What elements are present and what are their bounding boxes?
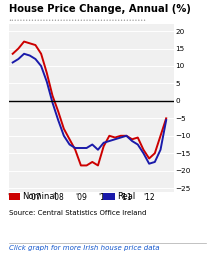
Text: Click graph for more Irish house price data: Click graph for more Irish house price d… bbox=[9, 244, 159, 251]
Text: House Price Change, Annual (%): House Price Change, Annual (%) bbox=[9, 4, 190, 14]
Text: Source: Central Statistics Office Ireland: Source: Central Statistics Office Irelan… bbox=[9, 210, 146, 216]
Text: Nominal: Nominal bbox=[23, 192, 57, 202]
Text: ••••••••••••••••••••••••••••••••••••••••••••••••: ••••••••••••••••••••••••••••••••••••••••… bbox=[9, 18, 147, 23]
Text: Real: Real bbox=[117, 192, 135, 202]
